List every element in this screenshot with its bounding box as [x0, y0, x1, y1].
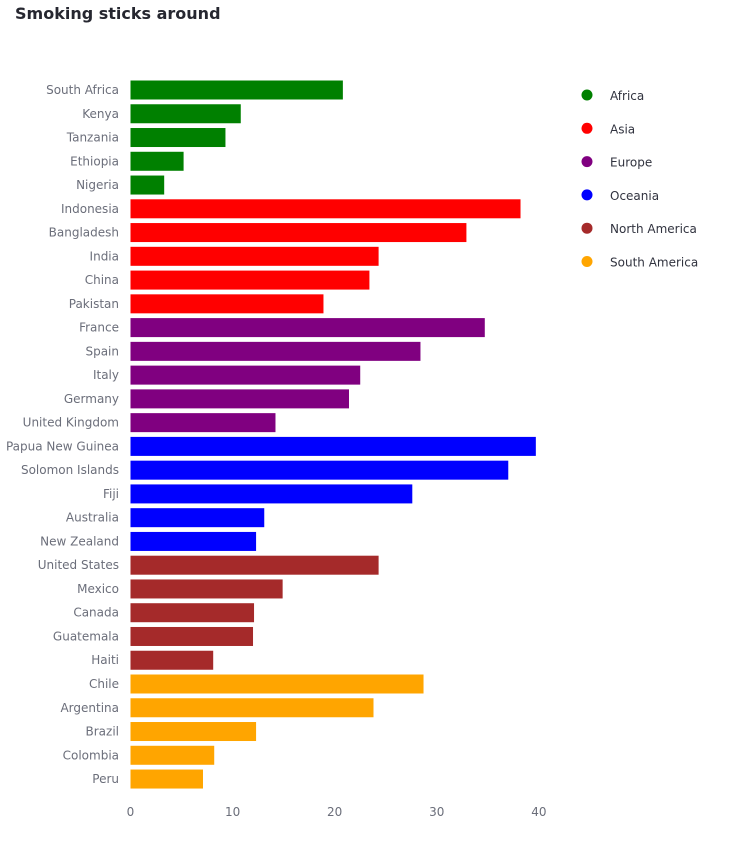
y-tick-label: Nigeria — [76, 178, 119, 192]
x-tick-label: 10 — [225, 805, 240, 819]
bar — [130, 579, 283, 599]
y-tick-label: Pakistan — [69, 297, 119, 311]
bar — [130, 436, 536, 456]
y-tick-label: Guatemala — [53, 629, 119, 643]
y-tick-label: Mexico — [77, 582, 119, 596]
bar — [130, 199, 521, 219]
y-tick-label: Colombia — [63, 748, 119, 762]
bar — [130, 650, 214, 670]
bar — [130, 745, 215, 765]
legend-marker — [581, 89, 593, 101]
bar — [130, 365, 361, 385]
bar — [130, 80, 343, 100]
y-tick-label: Germany — [64, 392, 119, 406]
y-tick-label: Ethiopia — [70, 154, 119, 168]
bar — [130, 722, 257, 742]
legend-marker — [581, 189, 593, 201]
bar — [130, 413, 276, 433]
legend-marker — [581, 222, 593, 234]
y-tick-label: Papua New Guinea — [6, 439, 119, 453]
y-tick-label: China — [85, 273, 119, 287]
legend-label: Oceania — [610, 189, 659, 203]
legend-label: Africa — [610, 89, 644, 103]
y-tick-label: Solomon Islands — [21, 463, 119, 477]
y-tick-label: Fiji — [103, 487, 119, 501]
y-tick-label: India — [90, 249, 119, 263]
legend-label: Asia — [610, 122, 635, 136]
y-tick-label: Indonesia — [61, 202, 119, 216]
y-tick-label: Peru — [92, 772, 119, 786]
bar — [130, 460, 509, 480]
x-tick-label: 30 — [429, 805, 444, 819]
legend-label: Europe — [610, 156, 652, 170]
bar — [130, 151, 184, 171]
y-tick-label: Argentina — [60, 701, 119, 715]
bar — [130, 270, 370, 290]
y-tick-label: Haiti — [91, 653, 119, 667]
legend-label: North America — [610, 222, 697, 236]
y-tick-label: Tanzania — [66, 131, 119, 145]
y-tick-label: Canada — [73, 606, 119, 620]
bar — [130, 294, 324, 314]
y-tick-label: United Kingdom — [23, 416, 119, 430]
y-tick-label: Brazil — [86, 725, 120, 739]
legend-marker — [581, 156, 593, 168]
bar — [130, 626, 254, 646]
bar — [130, 104, 241, 124]
bar — [130, 484, 413, 504]
bar — [130, 531, 257, 551]
y-tick-label: New Zealand — [40, 534, 119, 548]
y-tick-label: Spain — [85, 344, 119, 358]
y-tick-label: Kenya — [82, 107, 119, 121]
y-tick-label: Chile — [89, 677, 119, 691]
bar — [130, 318, 485, 338]
bar — [130, 389, 349, 409]
legend-label: South America — [610, 256, 698, 270]
legend-marker — [581, 122, 593, 134]
bar — [130, 508, 265, 528]
bar — [130, 175, 165, 195]
y-tick-label: United States — [38, 558, 119, 572]
bar — [130, 223, 467, 243]
legend-marker — [581, 256, 593, 267]
y-tick-label: Bangladesh — [49, 226, 119, 240]
x-tick-label: 40 — [531, 805, 546, 819]
y-tick-label: South Africa — [46, 83, 119, 97]
bar — [130, 341, 421, 361]
bar — [130, 698, 374, 718]
y-tick-label: Italy — [93, 368, 119, 382]
x-tick-label: 0 — [127, 805, 135, 819]
bar — [130, 246, 379, 266]
bar — [130, 674, 424, 694]
y-tick-label: France — [79, 321, 119, 335]
bar — [130, 769, 203, 789]
y-tick-label: Australia — [66, 511, 119, 525]
chart-title: Smoking sticks around — [15, 4, 221, 23]
bar — [130, 555, 379, 575]
x-tick-label: 20 — [327, 805, 342, 819]
bar — [130, 603, 255, 623]
bar — [130, 128, 226, 148]
